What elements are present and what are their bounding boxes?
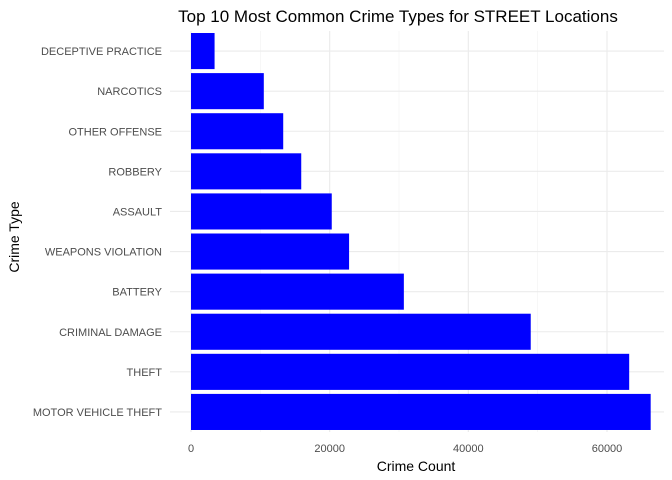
x-axis-tick-labels: 0 20000 40000 60000	[188, 443, 622, 455]
y-tick-label: CRIMINAL DAMAGE	[59, 327, 162, 339]
y-axis-title: Crime Type	[6, 201, 22, 273]
bar	[191, 33, 215, 70]
y-axis-tick-labels: MOTOR VEHICLE THEFT THEFT CRIMINAL DAMAGE B…	[33, 46, 163, 419]
bar	[191, 353, 630, 390]
chart-title: Top 10 Most Common Crime Types for STREE…	[178, 7, 618, 26]
x-tick-label: 40000	[453, 443, 484, 455]
y-tick-label: THEFT	[127, 367, 163, 379]
bar	[191, 233, 350, 270]
y-tick-label: NARCOTICS	[97, 86, 162, 98]
y-tick-label: DECEPTIVE PRACTICE	[41, 46, 162, 58]
y-tick-label: OTHER OFFENSE	[68, 126, 162, 138]
y-tick-label: MOTOR VEHICLE THEFT	[33, 407, 162, 419]
bar	[191, 153, 302, 190]
x-tick-label: 60000	[592, 443, 623, 455]
x-tick-label: 0	[188, 443, 194, 455]
y-tick-label: ASSAULT	[113, 206, 163, 218]
y-tick-label: BATTERY	[112, 287, 162, 299]
x-axis-title: Crime Count	[377, 458, 456, 474]
y-tick-label: WEAPONS VIOLATION	[45, 247, 162, 259]
bar	[191, 273, 404, 310]
bar	[191, 113, 284, 150]
bar	[191, 393, 651, 430]
x-tick-label: 20000	[314, 443, 345, 455]
bar	[191, 73, 264, 110]
bars	[191, 33, 651, 430]
bar	[191, 193, 332, 230]
y-tick-label: ROBBERY	[108, 166, 162, 178]
bar	[191, 313, 531, 350]
